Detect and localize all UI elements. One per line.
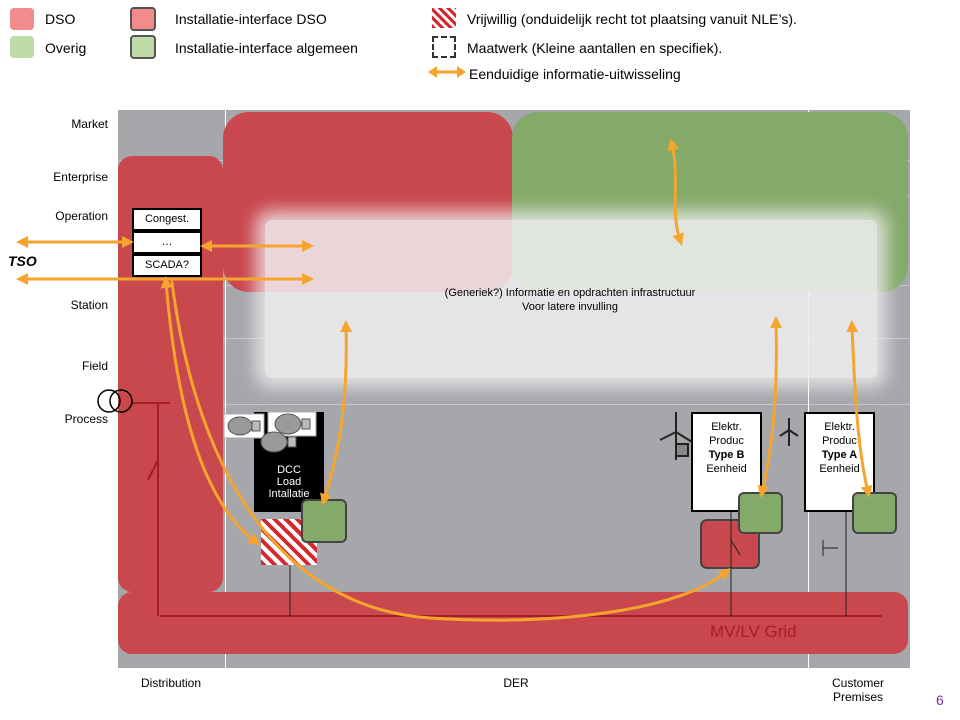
type-b-line1: Elektr. [711, 421, 742, 433]
legend-label-iface-algemeen: Installatie-interface algemeen [175, 40, 358, 56]
type-b-line2: Produc [709, 435, 744, 447]
legend-swatch-dso [10, 8, 34, 30]
dcc-line1: DCC [277, 464, 301, 476]
dso-block-grid [118, 592, 908, 654]
grid-label: MV/LV Grid [710, 622, 797, 641]
zone-label-field: Field [81, 359, 108, 373]
generation-unit-type-b: Elektr. Produc Type B Eenheid [691, 412, 762, 512]
legend-label-maatwerk: Maatwerk (Kleine aantallen en specifiek)… [467, 40, 723, 56]
type-b-line4: Eenheid [706, 463, 747, 475]
legend-label-dso: DSO [45, 11, 76, 27]
legend-swatch-iface-algemeen [130, 35, 156, 59]
iface-algemeen-type-a [852, 492, 897, 534]
zone-label-enterprise: Enterprise [53, 170, 108, 184]
drop-lines [289, 512, 847, 616]
info-exchange-arrows [15, 138, 873, 622]
zone-label-station: Station [70, 298, 108, 312]
column-label-der: DER [503, 676, 529, 690]
legend-swatch-vrijwillig [432, 8, 456, 28]
column-label-customer-premises: Customer Premises [831, 676, 884, 704]
dcc-line3: Intallatie [268, 488, 310, 500]
legend-label-overig: Overig [45, 40, 87, 56]
zone-label-operation: Operation [55, 209, 108, 223]
legend-double-arrow-icon [428, 66, 466, 78]
legend-label-vrijwillig: Vrijwillig (onduidelijk recht tot plaats… [467, 11, 797, 27]
dcc-line2: Load [276, 476, 302, 488]
legend-swatch-overig [10, 36, 34, 58]
page-number: 6 [936, 692, 944, 708]
tso-label: TSO [8, 253, 37, 269]
zone-label-market: Market [71, 117, 108, 131]
column-label-distribution: Distribution [140, 676, 202, 690]
legend-label-iface-dso: Installatie-interface DSO [175, 11, 327, 27]
generic-info-line1: (Generiek?) Informatie en opdrachten inf… [444, 287, 696, 299]
zone-label-process: Process [64, 412, 108, 426]
operation-box-scada: SCADA? [132, 254, 202, 277]
transformer-icon [97, 389, 133, 413]
column-divider-der [808, 110, 809, 668]
grid-conductors [132, 402, 882, 617]
switch-symbol [147, 459, 159, 481]
zone-divider-field [118, 404, 910, 405]
generic-info-line2: Voor latere invulling [521, 301, 618, 313]
legend-label-eenduidig: Eenduidige informatie-uitwisseling [469, 66, 681, 82]
wind-turbine-icon [659, 412, 799, 460]
operation-box-congestion: Congest. [132, 208, 202, 231]
legend-swatch-iface-dso [130, 7, 156, 31]
legend-swatch-maatwerk [432, 36, 456, 58]
type-b-type: Type B [708, 449, 745, 461]
